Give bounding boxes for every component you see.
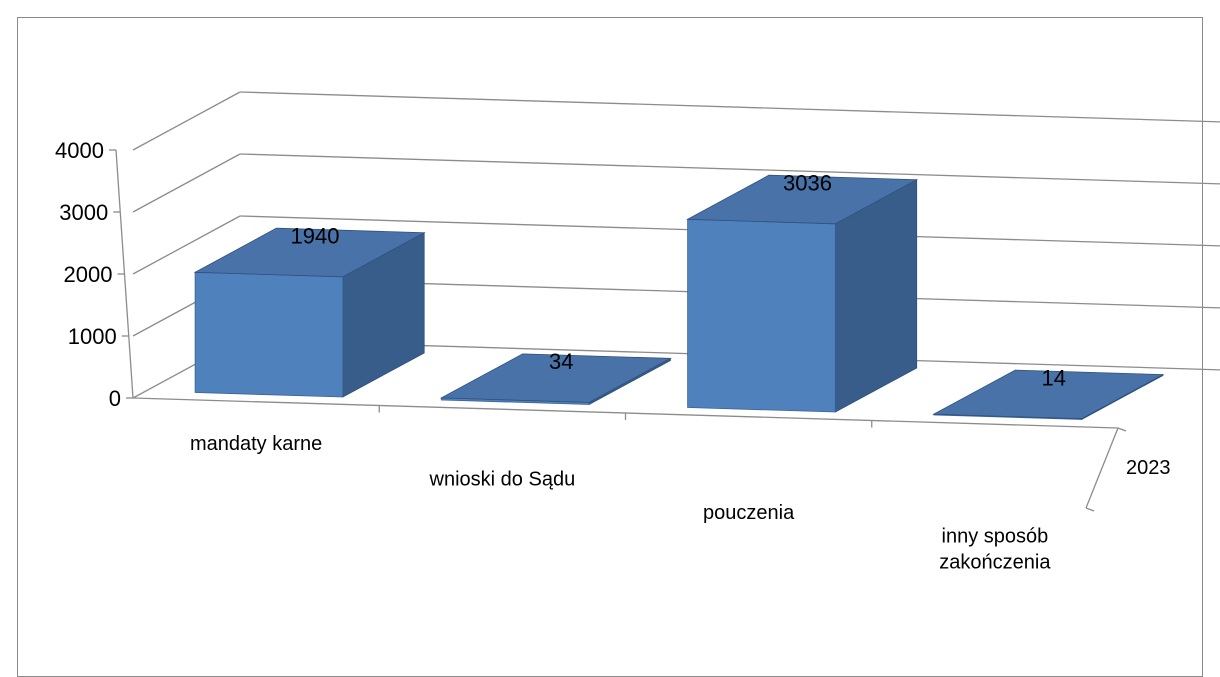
bar — [932, 369, 1165, 421]
bar-front-face — [687, 218, 836, 413]
side-gridline — [132, 215, 241, 275]
bar-top-face — [686, 174, 919, 225]
bar-front-face — [194, 271, 344, 398]
gridline — [239, 153, 1220, 185]
depth-axis-line — [1085, 427, 1119, 509]
x-tick-label: mandaty karne — [190, 433, 322, 455]
chart-bars — [193, 174, 1165, 421]
depth-tick — [1085, 507, 1095, 512]
bar — [439, 353, 672, 406]
side-gridline — [132, 91, 241, 151]
gridline — [239, 91, 1220, 123]
y-tick-label: 3000 — [59, 200, 108, 225]
data-label: 1940 — [290, 224, 339, 249]
y-tick-label: 1000 — [68, 324, 117, 349]
bar-top-face — [439, 353, 672, 403]
depth-tick — [1117, 427, 1127, 432]
bar-top-face — [932, 369, 1165, 420]
chart-axes — [109, 149, 1127, 512]
data-label: 3036 — [783, 171, 832, 196]
x-tick-label: inny sposób zakończenia — [939, 525, 1051, 573]
x-tick-label: wnioski do Sądu — [429, 468, 576, 490]
bar — [193, 227, 426, 398]
y-tick-label: 4000 — [55, 138, 104, 163]
bar — [686, 174, 919, 413]
y-tick-label: 2000 — [64, 262, 113, 287]
side-gridline — [132, 153, 241, 213]
chart-labels: 0 1000 2000 3000 4000 mandaty karne wnioski do… — [55, 138, 1170, 573]
x-tick-label: pouczenia — [703, 502, 795, 524]
series-axis-label: 2023 — [1126, 457, 1171, 479]
data-label: 14 — [1041, 365, 1065, 390]
y-tick-label: 0 — [109, 386, 121, 411]
data-label: 34 — [549, 349, 573, 374]
bar-top-face — [193, 227, 426, 278]
